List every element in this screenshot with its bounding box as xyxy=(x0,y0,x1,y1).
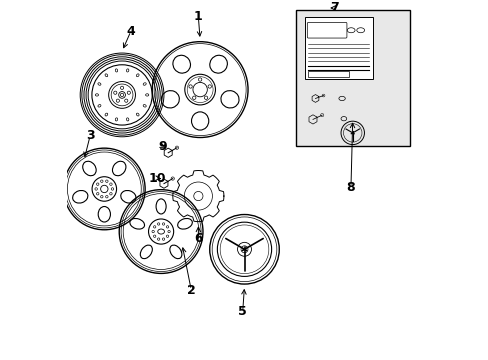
FancyBboxPatch shape xyxy=(306,22,346,38)
Text: 3: 3 xyxy=(85,129,94,142)
Text: 7: 7 xyxy=(330,1,339,14)
Text: 10: 10 xyxy=(148,172,166,185)
Text: 4: 4 xyxy=(126,24,135,37)
Bar xyxy=(295,10,408,147)
Circle shape xyxy=(120,93,123,96)
Text: 2: 2 xyxy=(186,284,195,297)
Bar xyxy=(304,18,372,79)
Text: 6: 6 xyxy=(194,232,202,245)
Text: 9: 9 xyxy=(158,140,167,153)
Text: 1: 1 xyxy=(194,10,203,23)
Bar xyxy=(295,10,408,147)
Text: 5: 5 xyxy=(238,305,246,318)
Bar xyxy=(308,71,348,77)
Text: 8: 8 xyxy=(346,181,355,194)
